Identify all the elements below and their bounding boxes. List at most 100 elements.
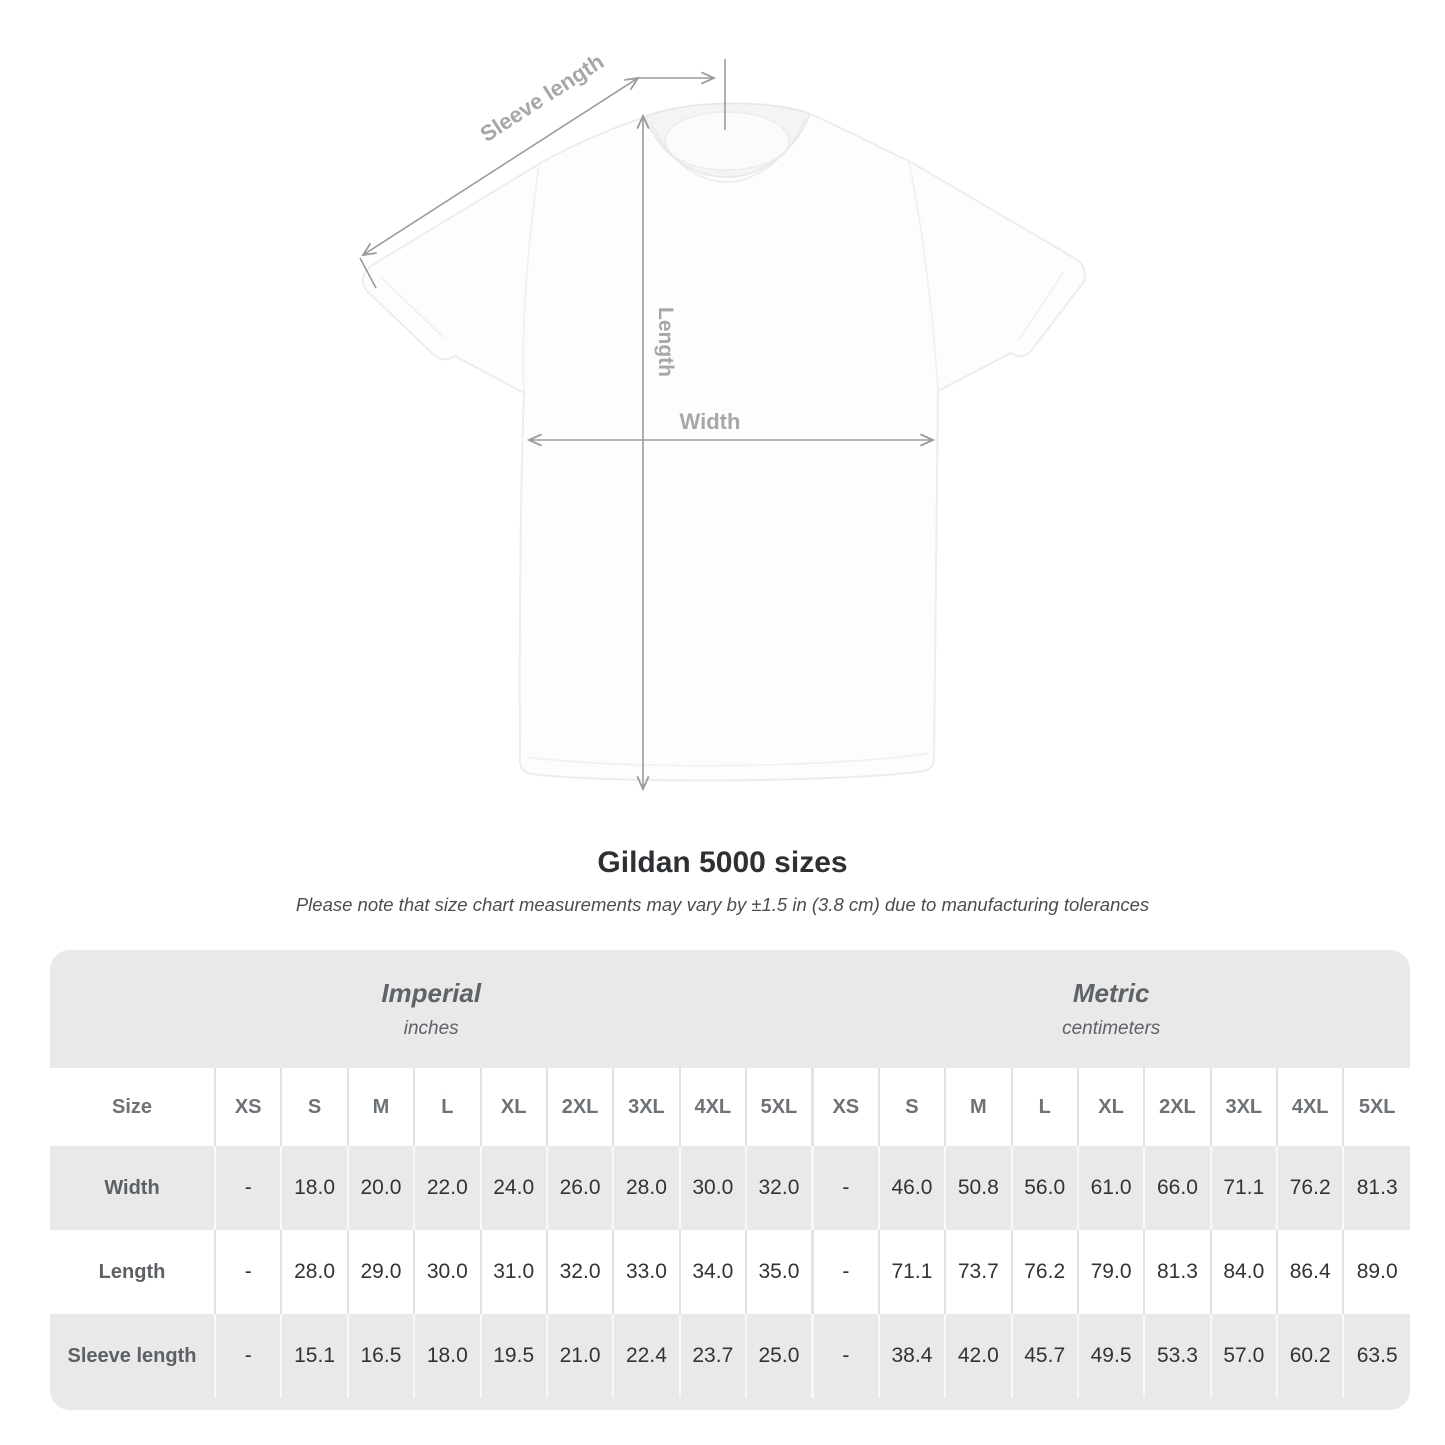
size-corner-header: Size xyxy=(111,1095,153,1118)
row-label-length: Length xyxy=(98,1260,166,1283)
cell-sleeve-length-imperial-xs: - xyxy=(213,1314,282,1398)
size-col-imperial-m: M xyxy=(346,1068,415,1146)
right-cuff-stitch xyxy=(1017,270,1065,342)
cell-sleeve-length-imperial-m: 16.5 xyxy=(346,1314,415,1398)
right-sleeve-seam xyxy=(908,161,939,392)
size-col-metric-m: M xyxy=(944,1068,1012,1146)
page-title: Gildan 5000 sizes xyxy=(597,846,848,879)
size-col-imperial-s: S xyxy=(280,1068,348,1146)
collar-rib-seam xyxy=(650,117,806,183)
cell-length-metric-4xl: 86.4 xyxy=(1275,1230,1344,1314)
cell-width-metric-2xl: 66.0 xyxy=(1143,1146,1211,1230)
cell-sleeve-length-metric-m: 42.0 xyxy=(944,1314,1012,1398)
cell-sleeve-length-imperial-5xl: 25.0 xyxy=(744,1314,813,1398)
cell-sleeve-length-metric-4xl: 60.2 xyxy=(1275,1314,1344,1398)
size-col-metric-4xl: 4XL xyxy=(1275,1068,1344,1146)
cell-sleeve-length-metric-s: 38.4 xyxy=(877,1314,946,1398)
cell-sleeve-length-metric-5xl: 63.5 xyxy=(1342,1314,1410,1398)
cell-length-imperial-s: 28.0 xyxy=(280,1230,348,1314)
size-col-metric-s: S xyxy=(877,1068,946,1146)
cell-sleeve-length-imperial-xl: 19.5 xyxy=(479,1314,547,1398)
measure-row-sleeve-length: Sleeve length -15.1 16.5 18.0 19.5 21.0 22.4 23… xyxy=(50,1314,1410,1398)
size-table-grid: Imperial inches Metric centimeters Size … xyxy=(50,950,1410,1410)
cell-length-imperial-l: 30.0 xyxy=(413,1230,481,1314)
cell-sleeve-length-imperial-l: 18.0 xyxy=(413,1314,481,1398)
cell-width-imperial-l: 22.0 xyxy=(413,1146,481,1230)
cell-length-metric-m: 73.7 xyxy=(944,1230,1012,1314)
cell-length-imperial-xs: - xyxy=(213,1230,282,1314)
sleeve-length-extension-line xyxy=(359,257,377,289)
cell-length-imperial-m: 29.0 xyxy=(346,1230,415,1314)
size-table-body: Width -18.0 20.0 22.0 24.0 26.0 28.0 30.0 32.0-4… xyxy=(50,1146,1410,1410)
tshirt-graphic xyxy=(361,102,1086,782)
metric-group-title: Metric xyxy=(1072,978,1150,1008)
collar-opening xyxy=(664,111,790,171)
cell-length-metric-5xl: 89.0 xyxy=(1342,1230,1410,1314)
imperial-group-unit: inches xyxy=(403,1018,459,1039)
cell-width-metric-xs: - xyxy=(810,1146,879,1230)
cell-length-imperial-3xl: 33.0 xyxy=(612,1230,680,1314)
size-col-metric-xl: XL xyxy=(1076,1068,1145,1146)
cell-width-metric-5xl: 81.3 xyxy=(1342,1146,1410,1230)
size-col-imperial-xs: XS xyxy=(213,1068,282,1146)
sleeve-length-label: Sleeve length xyxy=(476,49,609,147)
size-col-metric-3xl: 3XL xyxy=(1209,1068,1277,1146)
cell-length-metric-2xl: 81.3 xyxy=(1143,1230,1211,1314)
imperial-group-header: Imperial inches xyxy=(50,950,813,1068)
cell-sleeve-length-imperial-3xl: 22.4 xyxy=(612,1314,680,1398)
cell-width-metric-3xl: 71.1 xyxy=(1209,1146,1277,1230)
cell-length-metric-l: 76.2 xyxy=(1010,1230,1078,1314)
cell-width-metric-s: 46.0 xyxy=(877,1146,946,1230)
measure-row-width: Width -18.0 20.0 22.0 24.0 26.0 28.0 30.0 32.0-4… xyxy=(50,1146,1410,1230)
row-label-sleeve-length: Sleeve length xyxy=(67,1344,197,1367)
metric-group-header: Metric centimeters xyxy=(812,950,1410,1068)
measure-row-length: Length -28.0 29.0 30.0 31.0 32.0 33.0 34.0 35.0-… xyxy=(50,1230,1410,1314)
length-label: Length xyxy=(654,307,677,377)
size-col-metric-5xl: 5XL xyxy=(1342,1068,1410,1146)
cell-sleeve-length-imperial-2xl: 21.0 xyxy=(545,1314,614,1398)
metric-group-unit: centimeters xyxy=(1062,1018,1161,1039)
size-col-imperial-xl: XL xyxy=(479,1068,547,1146)
cell-length-imperial-4xl: 34.0 xyxy=(678,1230,746,1314)
cell-sleeve-length-imperial-s: 15.1 xyxy=(280,1314,348,1398)
cell-sleeve-length-metric-l: 45.7 xyxy=(1010,1314,1078,1398)
cell-width-metric-l: 56.0 xyxy=(1010,1146,1078,1230)
cell-width-imperial-s: 18.0 xyxy=(280,1146,348,1230)
size-header-row: Size XS S M L XL 2XL 3XL 4XL 5XL XS S M L XL 2XL 3XL 4XL… xyxy=(50,1068,1410,1146)
size-table: Imperial inches Metric centimeters Size … xyxy=(50,950,1410,1410)
row-label-width: Width xyxy=(104,1176,160,1199)
size-col-imperial-3xl: 3XL xyxy=(612,1068,680,1146)
tolerance-note: Please note that size chart measurements… xyxy=(295,894,1150,915)
cell-length-imperial-xl: 31.0 xyxy=(479,1230,547,1314)
unit-group-row: Imperial inches Metric centimeters xyxy=(50,950,1410,1068)
imperial-group-title: Imperial xyxy=(381,978,482,1008)
cell-width-imperial-4xl: 30.0 xyxy=(678,1146,746,1230)
size-col-imperial-4xl: 4XL xyxy=(678,1068,746,1146)
cell-length-imperial-2xl: 32.0 xyxy=(545,1230,614,1314)
cell-width-imperial-2xl: 26.0 xyxy=(545,1146,614,1230)
left-cuff-stitch xyxy=(380,276,445,339)
size-col-metric-l: L xyxy=(1010,1068,1078,1146)
size-col-imperial-l: L xyxy=(413,1068,481,1146)
cell-width-metric-4xl: 76.2 xyxy=(1275,1146,1344,1230)
table-footer-spacer xyxy=(50,1398,1410,1410)
cell-sleeve-length-metric-2xl: 53.3 xyxy=(1143,1314,1211,1398)
cell-width-imperial-xs: - xyxy=(213,1146,282,1230)
sleeve-length-line xyxy=(361,76,640,257)
cell-length-metric-s: 71.1 xyxy=(877,1230,946,1314)
size-col-imperial-2xl: 2XL xyxy=(545,1068,614,1146)
tshirt-measurement-diagram: Sleeve length Length Width xyxy=(359,49,1086,792)
cell-sleeve-length-metric-3xl: 57.0 xyxy=(1209,1314,1277,1398)
cell-length-metric-3xl: 84.0 xyxy=(1209,1230,1277,1314)
cell-width-imperial-m: 20.0 xyxy=(346,1146,415,1230)
hem-stitch xyxy=(526,752,930,767)
cell-sleeve-length-metric-xl: 49.5 xyxy=(1076,1314,1145,1398)
size-col-metric-2xl: 2XL xyxy=(1143,1068,1211,1146)
cell-width-metric-xl: 61.0 xyxy=(1076,1146,1145,1230)
tshirt-body xyxy=(361,102,1086,782)
cell-width-metric-m: 50.8 xyxy=(944,1146,1012,1230)
cell-width-imperial-5xl: 32.0 xyxy=(744,1146,813,1230)
cell-width-imperial-3xl: 28.0 xyxy=(612,1146,680,1230)
cell-length-metric-xl: 79.0 xyxy=(1076,1230,1145,1314)
